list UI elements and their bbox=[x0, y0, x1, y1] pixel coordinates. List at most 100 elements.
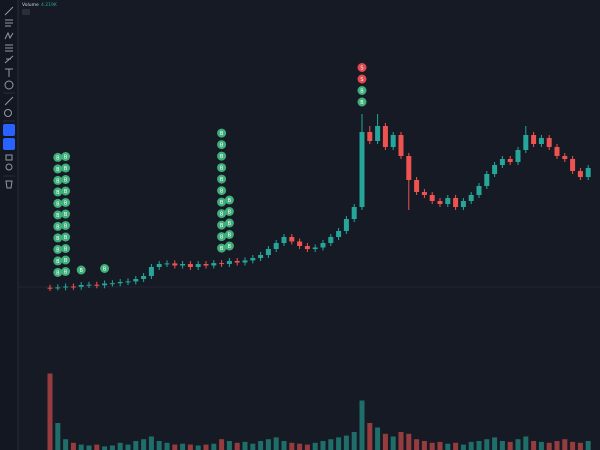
signal-marker bbox=[53, 152, 63, 162]
tool-active[interactable] bbox=[3, 138, 15, 150]
legend-value: 4.219K bbox=[41, 2, 58, 8]
volume-bar bbox=[250, 443, 256, 450]
signal-label: B bbox=[360, 89, 364, 95]
volume-bar bbox=[367, 423, 373, 450]
tool-icon[interactable] bbox=[5, 19, 13, 27]
volume-bar bbox=[453, 442, 459, 450]
candle-body bbox=[375, 126, 381, 141]
volume-bar bbox=[203, 444, 209, 450]
volume-bar bbox=[180, 443, 186, 450]
candle-body bbox=[304, 246, 310, 249]
volume-bar bbox=[86, 445, 92, 450]
volume-bar bbox=[585, 441, 591, 450]
signal-marker bbox=[357, 63, 367, 72]
signal-marker bbox=[61, 209, 71, 219]
candle-body bbox=[55, 287, 61, 289]
volume-bar bbox=[375, 427, 381, 450]
volume-bar bbox=[258, 441, 264, 450]
signal-marker bbox=[53, 164, 63, 174]
signal-marker bbox=[53, 256, 63, 266]
signal-label: B bbox=[64, 178, 68, 184]
signal-marker bbox=[53, 198, 63, 208]
candle-body bbox=[70, 286, 76, 288]
tool-icon[interactable] bbox=[5, 180, 13, 189]
candle-body bbox=[492, 165, 498, 174]
volume-bar bbox=[351, 432, 357, 450]
signal-label: B bbox=[56, 224, 60, 230]
signal-marker bbox=[61, 186, 71, 196]
signal-label: B bbox=[56, 178, 60, 184]
candle-body bbox=[133, 279, 139, 282]
volume-bar bbox=[390, 436, 396, 450]
volume-bar bbox=[492, 437, 498, 450]
candle-body bbox=[359, 132, 365, 207]
candle-body bbox=[429, 195, 435, 201]
candle-body bbox=[234, 261, 240, 263]
signal-label: B bbox=[64, 201, 68, 207]
candle-body bbox=[445, 198, 451, 204]
tool-icon[interactable] bbox=[4, 80, 14, 90]
tool-icon[interactable] bbox=[5, 44, 13, 52]
tool-icon[interactable] bbox=[5, 68, 13, 77]
candle-body bbox=[585, 168, 591, 177]
volume-bar bbox=[141, 439, 147, 450]
candle-body bbox=[460, 201, 466, 207]
legend-toggle[interactable] bbox=[22, 9, 30, 15]
volume-bar bbox=[382, 433, 388, 450]
signal-label: B bbox=[103, 267, 107, 273]
volume-bar bbox=[148, 436, 154, 450]
signal-label: B bbox=[220, 235, 224, 241]
signal-marker bbox=[217, 220, 227, 230]
signal-marker bbox=[217, 186, 227, 196]
signal-label: B bbox=[228, 233, 232, 239]
volume-bar bbox=[133, 441, 139, 450]
candle-body bbox=[320, 243, 326, 248]
tool-icon[interactable] bbox=[5, 163, 13, 171]
tool-icon[interactable] bbox=[4, 109, 12, 117]
volume-bar bbox=[63, 439, 69, 450]
candle-body bbox=[94, 284, 100, 286]
volume-bar bbox=[531, 441, 537, 450]
candle-body bbox=[499, 159, 505, 165]
tool-icon[interactable] bbox=[4, 55, 14, 64]
volume-bar bbox=[297, 443, 303, 450]
tool-icon[interactable] bbox=[4, 31, 14, 40]
signal-label: B bbox=[220, 166, 224, 172]
signal-label: B bbox=[56, 167, 60, 173]
signal-marker bbox=[53, 267, 63, 277]
candle-body bbox=[468, 195, 474, 201]
signal-marker bbox=[100, 264, 110, 273]
signal-marker bbox=[217, 151, 227, 161]
signal-label: B bbox=[56, 270, 60, 276]
signal-marker bbox=[217, 209, 227, 219]
volume-bar bbox=[523, 436, 529, 450]
signal-label: B bbox=[64, 258, 68, 264]
signal-label: B bbox=[228, 210, 232, 216]
signal-label: B bbox=[220, 223, 224, 229]
volume-bar bbox=[398, 432, 404, 450]
volume-bar bbox=[562, 439, 568, 450]
tool-active[interactable] bbox=[3, 124, 15, 136]
tool-icon[interactable] bbox=[4, 6, 14, 16]
volume-bar bbox=[429, 442, 435, 450]
signal-marker bbox=[61, 198, 71, 207]
volume-bar bbox=[47, 373, 53, 450]
signal-label: B bbox=[220, 200, 224, 206]
volume-bar bbox=[554, 441, 560, 450]
volume-bar bbox=[460, 444, 466, 450]
volume-bar bbox=[211, 443, 217, 450]
candle-body bbox=[265, 249, 271, 255]
candle-body bbox=[507, 159, 513, 162]
tool-icon[interactable] bbox=[4, 96, 14, 106]
signal-marker bbox=[217, 128, 227, 138]
signal-marker bbox=[217, 197, 227, 207]
candle-body bbox=[141, 276, 147, 279]
candle-body bbox=[476, 186, 482, 195]
signal-marker bbox=[357, 74, 367, 84]
tool-icon[interactable] bbox=[5, 154, 13, 161]
candle-body bbox=[195, 264, 201, 267]
volume-bar bbox=[546, 442, 552, 450]
volume-bar bbox=[109, 445, 115, 450]
candle-body bbox=[351, 207, 357, 219]
candle-body bbox=[203, 264, 209, 266]
